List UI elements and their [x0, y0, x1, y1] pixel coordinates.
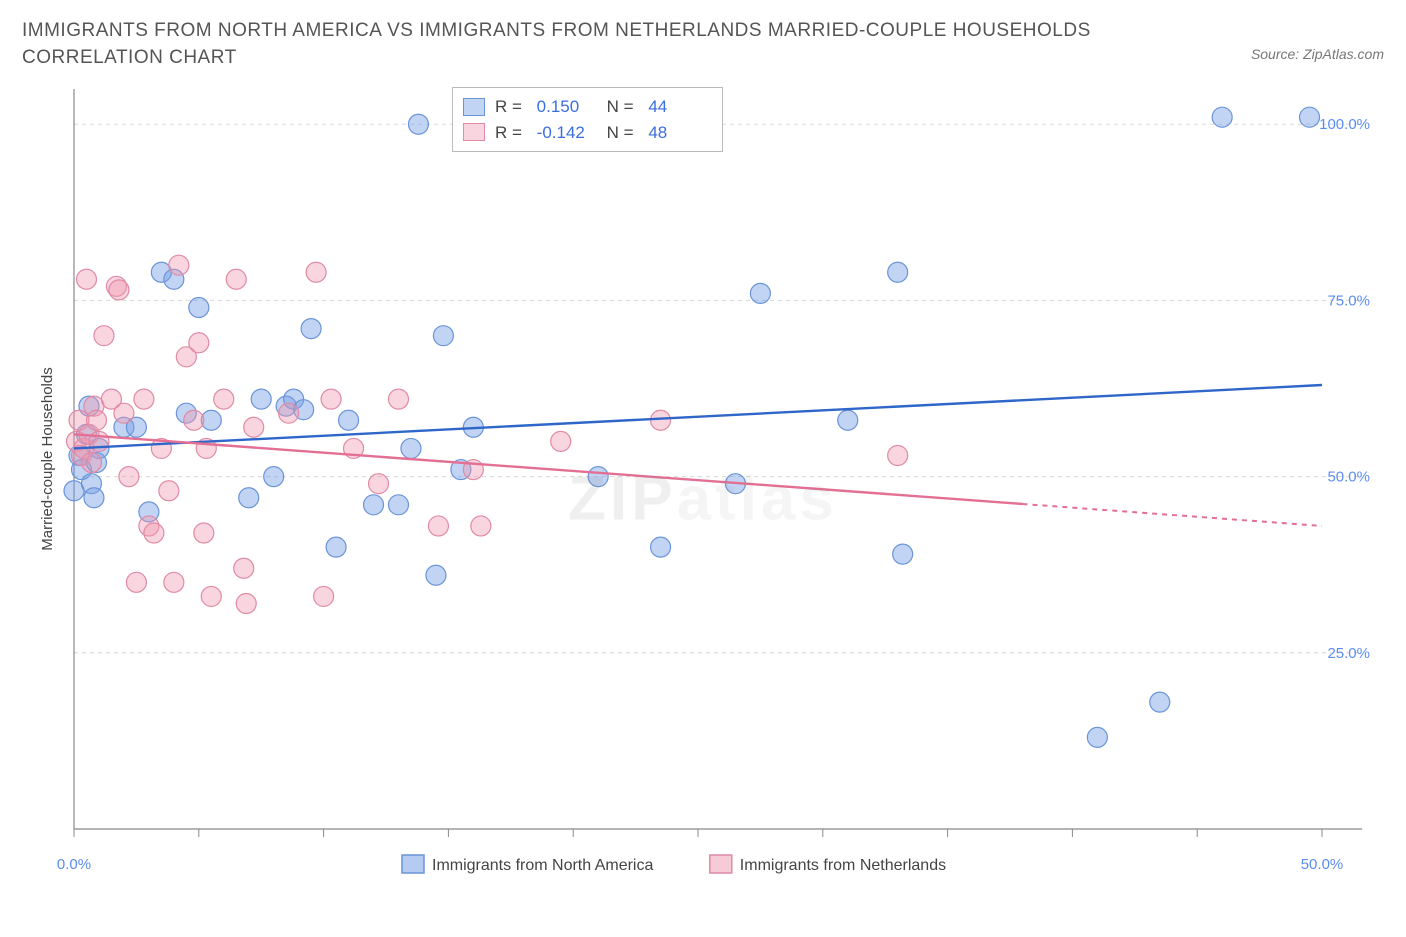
data-point [144, 523, 164, 543]
data-point [1087, 728, 1107, 748]
y-tick-label: 25.0% [1327, 645, 1370, 662]
y-axis-label: Married-couple Households [39, 367, 56, 550]
data-point [194, 523, 214, 543]
data-point [326, 537, 346, 557]
data-point [81, 453, 101, 473]
data-point [388, 389, 408, 409]
data-point [888, 262, 908, 282]
legend-swatch-1 [463, 123, 485, 141]
trend-line-extrapolated [1022, 504, 1322, 526]
data-point [471, 516, 491, 536]
y-tick-label: 75.0% [1327, 293, 1370, 310]
data-point [750, 284, 770, 304]
data-point [314, 587, 334, 607]
y-tick-label: 100.0% [1319, 116, 1370, 133]
x-tick-label: 0.0% [57, 856, 91, 873]
data-point [551, 432, 571, 452]
data-point [119, 467, 139, 487]
data-point [264, 467, 284, 487]
data-point [159, 481, 179, 501]
legend-stats-box: R = 0.150 N = 44 R = -0.142 N = 48 [452, 87, 723, 152]
data-point [301, 319, 321, 339]
data-point [428, 516, 448, 536]
data-point [189, 333, 209, 353]
data-point [433, 326, 453, 346]
data-point [401, 439, 421, 459]
data-point [321, 389, 341, 409]
legend-swatch [710, 855, 732, 873]
data-point [126, 573, 146, 593]
data-point [84, 488, 104, 508]
data-point [588, 467, 608, 487]
data-point [279, 403, 299, 423]
data-point [651, 537, 671, 557]
data-point [251, 389, 271, 409]
legend-stats-row-1: R = -0.142 N = 48 [463, 120, 708, 146]
legend-swatch-0 [463, 98, 485, 116]
data-point [164, 573, 184, 593]
data-point [893, 544, 913, 564]
data-point [234, 558, 254, 578]
legend-n-0: 44 [648, 94, 708, 120]
data-point [189, 298, 209, 318]
data-point [109, 280, 129, 300]
data-point [226, 269, 246, 289]
data-point [184, 410, 204, 430]
data-point [214, 389, 234, 409]
data-point [94, 326, 114, 346]
data-point [169, 255, 189, 275]
legend-bottom-label: Immigrants from North America [432, 857, 653, 874]
legend-bottom-label: Immigrants from Netherlands [740, 857, 946, 874]
data-point [76, 269, 96, 289]
data-point [369, 474, 389, 494]
scatter-chart: 25.0% 50.0% 75.0% 100.0% 0.0% 50.0% Married-co… [22, 79, 1384, 919]
legend-stats-row-0: R = 0.150 N = 44 [463, 94, 708, 120]
legend-r-1: -0.142 [537, 120, 597, 146]
data-point [888, 446, 908, 466]
source-label: Source: ZipAtlas.com [1251, 46, 1384, 62]
data-point [651, 410, 671, 430]
legend-swatch [402, 855, 424, 873]
data-point [201, 587, 221, 607]
chart-container: 25.0% 50.0% 75.0% 100.0% 0.0% 50.0% Married-co… [22, 79, 1384, 919]
data-point [426, 565, 446, 585]
data-point [1212, 107, 1232, 127]
data-point [244, 417, 264, 437]
legend-r-0: 0.150 [537, 94, 597, 120]
data-point [236, 594, 256, 614]
data-point [114, 403, 134, 423]
data-point [306, 262, 326, 282]
page-title: IMMIGRANTS FROM NORTH AMERICA VS IMMIGRA… [22, 18, 1122, 71]
data-point [239, 488, 259, 508]
data-point [1300, 107, 1320, 127]
data-point [408, 114, 428, 134]
legend-n-1: 48 [648, 120, 708, 146]
data-point [388, 495, 408, 515]
trend-line [74, 435, 1022, 505]
data-point [364, 495, 384, 515]
data-point [838, 410, 858, 430]
x-tick-label: 50.0% [1301, 856, 1344, 873]
data-point [339, 410, 359, 430]
data-point [134, 389, 154, 409]
data-point [1150, 692, 1170, 712]
y-tick-label: 50.0% [1327, 469, 1370, 486]
data-point [86, 410, 106, 430]
